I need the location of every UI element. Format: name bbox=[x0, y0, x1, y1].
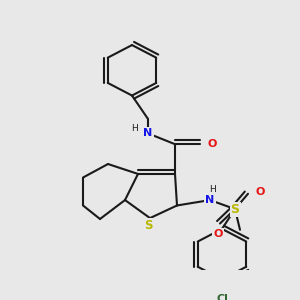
Text: N: N bbox=[143, 128, 153, 138]
Text: N: N bbox=[206, 195, 214, 205]
Text: S: S bbox=[230, 202, 239, 216]
Text: H: H bbox=[132, 124, 138, 134]
Text: Cl: Cl bbox=[216, 294, 228, 300]
Text: O: O bbox=[207, 139, 217, 149]
Text: O: O bbox=[255, 187, 265, 197]
Text: S: S bbox=[144, 219, 152, 232]
Text: O: O bbox=[213, 229, 223, 239]
Text: H: H bbox=[208, 185, 215, 194]
